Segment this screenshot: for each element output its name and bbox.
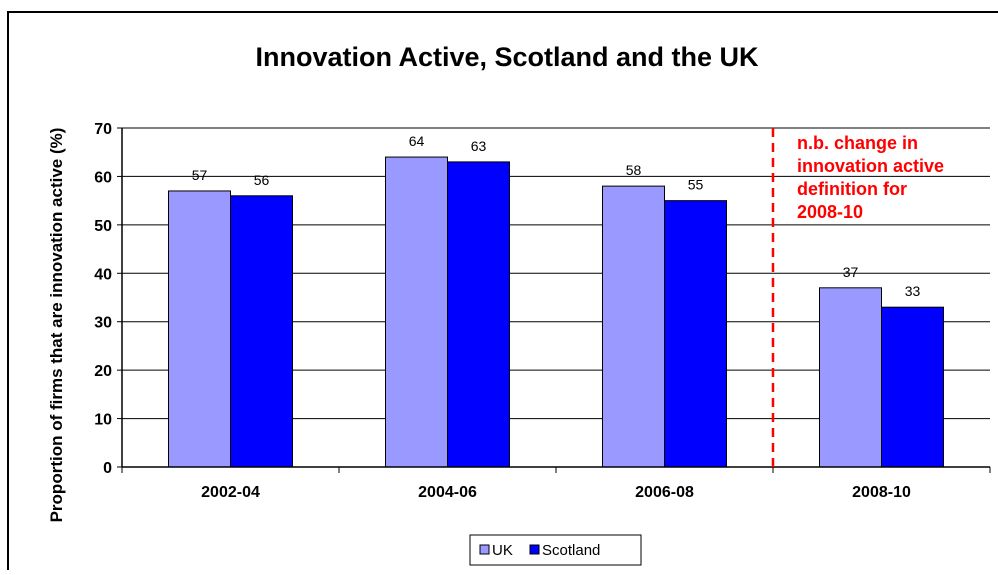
data-labels: 57 56 64 63 58 55 37 33 — [192, 133, 921, 299]
data-label-uk-2002-04: 57 — [192, 167, 208, 183]
y-tick-label: 40 — [94, 266, 112, 283]
bar-scotland-2006-08 — [664, 200, 727, 468]
chart-title: Innovation Active, Scotland and the UK — [255, 42, 759, 72]
y-tick-label: 70 — [94, 121, 112, 138]
bars — [168, 156, 944, 468]
bar-uk-2006-08 — [602, 185, 665, 468]
legend-swatch-scotland — [529, 544, 540, 555]
data-label-uk-2008-10: 37 — [843, 264, 859, 280]
legend-swatch-uk — [479, 544, 490, 555]
bar-uk-2002-04 — [168, 190, 231, 468]
annotation-line: innovation active — [797, 156, 944, 176]
legend-label-uk: UK — [492, 542, 513, 559]
annotation-line: 2008-10 — [797, 202, 863, 222]
annotation-line: definition for — [797, 179, 907, 199]
bar-uk-2008-10 — [819, 287, 882, 468]
bar-scotland-2004-06 — [447, 161, 510, 468]
y-tick-label: 20 — [94, 363, 112, 380]
y-tick-label: 30 — [94, 315, 112, 332]
data-label-uk-2004-06: 64 — [409, 133, 425, 149]
legend-box — [469, 534, 642, 566]
x-tick-label: 2004-06 — [418, 484, 477, 501]
x-tick-label: 2008-10 — [852, 484, 911, 501]
bar-uk-2004-06 — [385, 156, 448, 468]
y-tick-label: 10 — [94, 412, 112, 429]
data-label-scotland-2004-06: 63 — [471, 138, 487, 154]
definition-change-note: n.b. change in innovation active definitio… — [771, 128, 944, 467]
y-tick-label: 0 — [103, 460, 112, 477]
x-tick-label: 2006-08 — [635, 484, 694, 501]
data-label-scotland-2008-10: 33 — [905, 283, 921, 299]
axes: 0 10 20 30 40 50 60 70 2002-04 2004-06 2006-08 2008… — [94, 121, 991, 501]
x-tick-label: 2002-04 — [201, 484, 260, 501]
y-tick-label: 60 — [94, 169, 112, 186]
data-label-uk-2006-08: 58 — [626, 162, 642, 178]
annotation-line: n.b. change in — [797, 133, 918, 153]
bar-scotland-2008-10 — [881, 306, 944, 468]
data-label-scotland-2002-04: 56 — [254, 172, 270, 188]
data-label-scotland-2006-08: 55 — [688, 177, 704, 193]
y-tick-label: 50 — [94, 218, 112, 235]
y-axis-label: Proportion of firms that are innovation … — [47, 128, 66, 523]
bar-scotland-2002-04 — [230, 195, 293, 468]
legend: UK Scotland — [469, 534, 642, 566]
legend-label-scotland: Scotland — [542, 542, 600, 559]
